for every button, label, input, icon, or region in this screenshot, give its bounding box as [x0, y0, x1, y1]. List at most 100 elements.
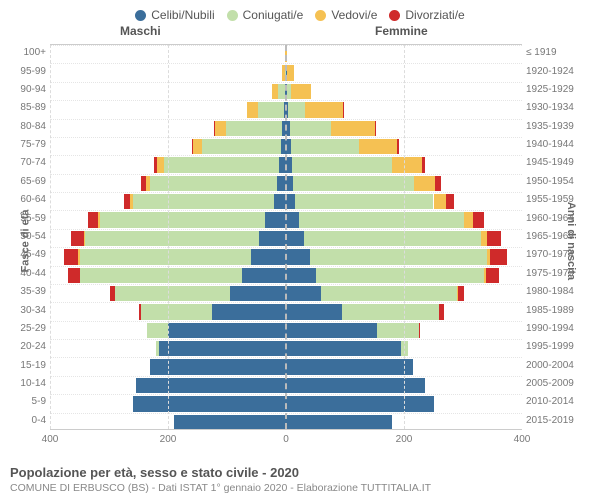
age-label: 55-59: [2, 214, 46, 224]
bar-segment: [115, 286, 230, 301]
bar-segment: [136, 378, 286, 393]
bar-segment: [212, 304, 286, 319]
x-tick: 200: [160, 434, 177, 445]
age-label: 90-94: [2, 85, 46, 95]
bar-segment: [226, 121, 282, 136]
bar-segment: [304, 231, 481, 246]
legend-label: Celibi/Nubili: [151, 8, 214, 22]
legend-item: Divorziati/e: [389, 8, 464, 22]
bar-segment: [139, 304, 142, 319]
bar-segment: [377, 323, 418, 338]
bar-segment: [473, 212, 484, 227]
bar-segment: [150, 359, 286, 374]
bar-segment: [375, 121, 376, 136]
age-label: 5-9: [2, 397, 46, 407]
bar-segment: [146, 176, 151, 191]
legend-swatch: [227, 10, 238, 21]
bar-segment: [80, 249, 251, 264]
bar-segment: [124, 194, 130, 209]
bar-segment: [343, 102, 344, 117]
bar-segment: [168, 323, 286, 338]
bar-segment: [192, 139, 193, 154]
bar-segment: [286, 268, 316, 283]
bar-segment: [291, 84, 312, 99]
bar-segment: [414, 176, 435, 191]
age-label: 35-39: [2, 287, 46, 297]
bar-segment: [272, 84, 278, 99]
age-label: 100+: [2, 48, 46, 58]
age-label: 75-79: [2, 140, 46, 150]
bar-segment: [147, 323, 168, 338]
year-label: 2005-2009: [526, 379, 598, 389]
bar-segment: [215, 121, 227, 136]
bar-segment: [490, 249, 507, 264]
bar-segment: [150, 176, 277, 191]
bar-segment: [258, 102, 285, 117]
bar-segment: [214, 121, 215, 136]
age-label: 15-19: [2, 361, 46, 371]
legend-swatch: [135, 10, 146, 21]
year-label: 1955-1959: [526, 195, 598, 205]
header-females: Femmine: [375, 24, 428, 38]
bar-segment: [288, 102, 305, 117]
bar-segment: [435, 176, 441, 191]
bar-segment: [193, 139, 202, 154]
bar-segment: [487, 231, 502, 246]
year-label: 1995-1999: [526, 342, 598, 352]
pyramid-chart: Celibi/Nubili Coniugati/e Vedovi/e Divorzia…: [0, 0, 600, 500]
bar-segment: [141, 176, 146, 191]
chart-subtitle: COMUNE DI ERBUSCO (BS) - Dati ISTAT 1° g…: [10, 482, 590, 494]
age-label: 10-14: [2, 379, 46, 389]
bar-segment: [434, 194, 447, 209]
bar-segment: [286, 359, 413, 374]
year-label: 1990-1994: [526, 324, 598, 334]
bar-segment: [251, 249, 286, 264]
bar-segment: [100, 212, 265, 227]
year-label: 1975-1979: [526, 269, 598, 279]
bar-segment: [286, 212, 299, 227]
x-axis: 4002000200400: [50, 434, 522, 448]
legend-label: Vedovi/e: [331, 8, 377, 22]
footer: Popolazione per età, sesso e stato civil…: [10, 465, 590, 494]
column-headers: Maschi Femmine: [0, 22, 600, 40]
header-males: Maschi: [120, 24, 161, 38]
age-label: 25-29: [2, 324, 46, 334]
bar-segment: [80, 268, 242, 283]
legend-item: Celibi/Nubili: [135, 8, 214, 22]
year-label: 2010-2014: [526, 397, 598, 407]
year-label: 1935-1939: [526, 122, 598, 132]
age-label: 70-74: [2, 158, 46, 168]
age-label: 85-89: [2, 103, 46, 113]
year-label: ≤ 1919: [526, 48, 598, 58]
bar-segment: [286, 286, 321, 301]
bar-segment: [84, 231, 86, 246]
age-label: 40-44: [2, 269, 46, 279]
year-label: 2000-2004: [526, 361, 598, 371]
bar-segment: [446, 194, 453, 209]
bar-segment: [265, 212, 286, 227]
legend-label: Divorziati/e: [405, 8, 464, 22]
chart-area: [50, 44, 522, 430]
bar-segment: [293, 176, 414, 191]
year-label: 1920-1924: [526, 67, 598, 77]
bar-segment: [71, 231, 84, 246]
bar-segment: [88, 212, 99, 227]
bar-segment: [141, 304, 212, 319]
legend-swatch: [315, 10, 326, 21]
bar-segment: [64, 249, 79, 264]
bar-segment: [458, 286, 464, 301]
age-label: 0-4: [2, 416, 46, 426]
age-label: 20-24: [2, 342, 46, 352]
bar-segment: [291, 139, 359, 154]
year-label: 1940-1944: [526, 140, 598, 150]
bar-segment: [259, 231, 286, 246]
gridline: [50, 45, 51, 429]
chart-title: Popolazione per età, sesso e stato civil…: [10, 465, 590, 480]
age-label: 80-84: [2, 122, 46, 132]
bar-segment: [287, 65, 294, 80]
bar-segment: [156, 341, 159, 356]
bar-segment: [419, 323, 420, 338]
gridline: [404, 45, 405, 429]
legend-item: Coniugati/e: [227, 8, 304, 22]
bar-segment: [316, 268, 484, 283]
